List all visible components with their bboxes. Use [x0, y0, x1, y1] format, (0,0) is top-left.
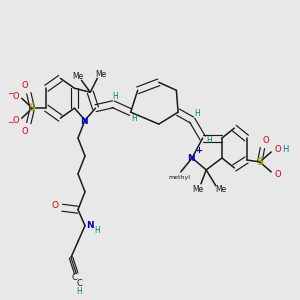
Text: H: H	[76, 287, 82, 296]
Text: Me: Me	[215, 185, 227, 194]
Text: O: O	[12, 92, 19, 101]
Text: H: H	[206, 136, 212, 145]
Text: Me: Me	[72, 72, 84, 81]
Text: S: S	[29, 103, 36, 113]
Text: methyl: methyl	[168, 176, 190, 180]
Text: N: N	[86, 221, 94, 230]
Text: Me: Me	[95, 70, 106, 79]
Text: H: H	[131, 114, 137, 123]
Text: N: N	[80, 117, 88, 126]
Text: O: O	[262, 136, 269, 145]
Text: N: N	[188, 154, 195, 164]
Text: O: O	[12, 116, 19, 124]
Text: O: O	[22, 127, 28, 136]
Text: Me: Me	[192, 185, 203, 194]
Text: C: C	[77, 279, 83, 288]
Text: H: H	[94, 226, 100, 235]
Text: +: +	[195, 146, 202, 155]
Text: H: H	[112, 92, 118, 101]
Text: −: −	[7, 118, 14, 127]
Text: S: S	[256, 157, 263, 167]
Text: −: −	[7, 89, 14, 98]
Text: H: H	[195, 109, 200, 118]
Text: C: C	[71, 273, 77, 282]
Text: O: O	[275, 170, 281, 179]
Text: O: O	[22, 81, 28, 90]
Text: O: O	[275, 145, 281, 154]
Text: O: O	[52, 201, 58, 210]
Text: H: H	[282, 146, 288, 154]
